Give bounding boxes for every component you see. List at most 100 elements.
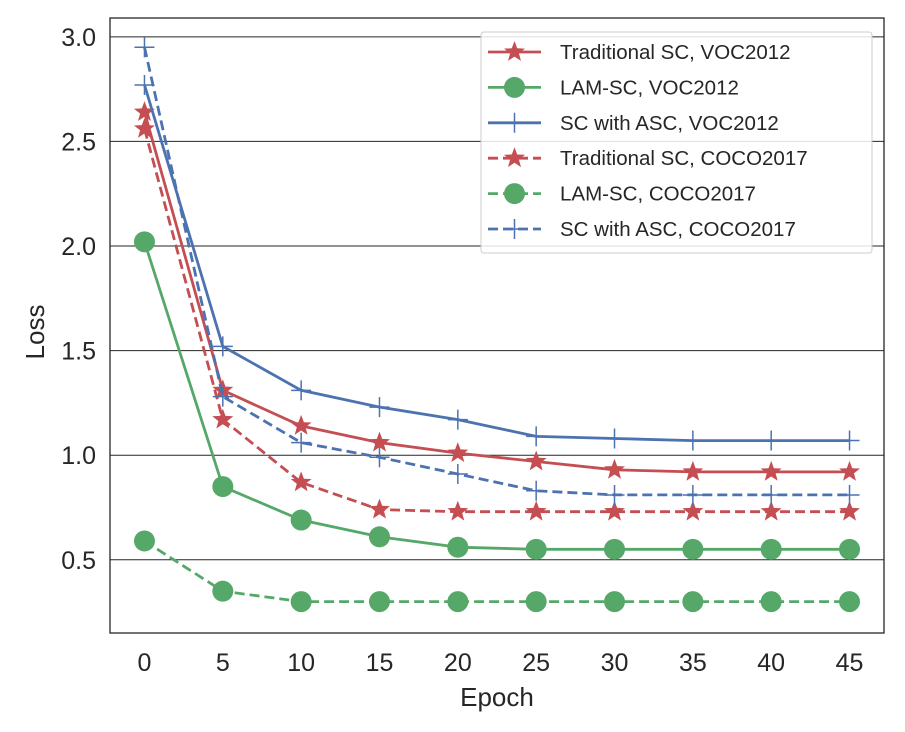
x-tick-label: 45 [836, 649, 864, 677]
star-marker [290, 414, 312, 435]
y-tick-label: 1.5 [61, 338, 96, 366]
y-axis-ticks: 0.5 1.0 1.5 2.0 2.5 3.0 [61, 24, 96, 575]
series-line [143, 84, 850, 443]
legend-label: LAM-SC, VOC2012 [560, 76, 739, 99]
plus-marker [504, 112, 525, 133]
series-line [143, 241, 850, 551]
series-line [143, 111, 850, 474]
plus-marker [839, 484, 860, 505]
x-tick-label: 10 [287, 649, 315, 677]
legend-label: Traditional SC, VOC2012 [560, 41, 791, 64]
circle-marker [368, 591, 390, 613]
legend-label: LAM-SC, COCO2017 [560, 183, 756, 206]
plus-marker [447, 409, 468, 430]
plus-marker [369, 447, 390, 468]
circle-marker [525, 538, 547, 560]
y-tick-label: 1.0 [61, 442, 96, 470]
star-marker [504, 41, 525, 61]
series-sc-with-asc-voc2012 [134, 74, 860, 451]
star-marker [682, 500, 704, 521]
x-tick-label: 35 [679, 649, 707, 677]
circle-marker [839, 538, 861, 560]
circle-marker [504, 183, 525, 205]
circle-marker [682, 538, 704, 560]
circle-marker [368, 526, 390, 548]
x-tick-label: 5 [216, 649, 230, 677]
legend-label: Traditional SC, COCO2017 [560, 147, 808, 170]
plus-marker [526, 426, 547, 447]
series-lam-sc-voc2012 [133, 231, 861, 560]
legend-item: SC with ASC, VOC2012 [488, 112, 779, 135]
plus-marker [604, 428, 625, 449]
circle-marker [212, 476, 234, 498]
circle-marker [447, 536, 469, 558]
legend-box [480, 31, 873, 254]
legend-item: LAM-SC, COCO2017 [488, 183, 756, 206]
series-line [143, 46, 850, 497]
circle-marker [682, 591, 704, 613]
circle-marker [604, 591, 626, 613]
star-marker [134, 101, 155, 121]
circle-marker [504, 76, 525, 98]
series-lam-sc-coco2017 [133, 530, 861, 613]
x-tick-label: 20 [444, 649, 472, 677]
x-tick-label: 0 [138, 649, 152, 677]
circle-marker [525, 591, 547, 613]
plus-marker [761, 430, 782, 451]
circle-marker [133, 231, 155, 253]
plus-marker [526, 480, 547, 501]
star-marker [212, 408, 234, 429]
star-marker [839, 500, 860, 521]
y-tick-label: 2.0 [61, 233, 96, 261]
x-axis-label: Epoch [460, 682, 534, 712]
star-marker [604, 458, 625, 479]
x-tick-label: 30 [601, 649, 629, 677]
plus-marker [134, 74, 155, 95]
legend-label: SC with ASC, COCO2017 [560, 218, 796, 241]
circle-marker [447, 591, 469, 613]
x-tick-label: 25 [522, 649, 550, 677]
plus-marker [134, 37, 155, 58]
star-marker [525, 500, 547, 521]
series-group [133, 37, 861, 613]
plot-frame [109, 17, 885, 634]
plus-marker [212, 386, 233, 407]
legend: Traditional SC, VOC2012 LAM-SC, VOC2012 SC… [480, 31, 873, 254]
star-marker [682, 460, 704, 481]
x-axis-ticks: 0 5 10 15 20 25 30 35 40 45 [138, 649, 864, 677]
star-marker [447, 442, 469, 462]
plus-marker [212, 336, 233, 357]
legend-label: SC with ASC, VOC2012 [560, 112, 779, 135]
plus-marker [504, 219, 525, 239]
star-marker [369, 431, 390, 452]
star-marker [760, 460, 782, 481]
plus-marker [761, 484, 782, 505]
circle-marker [839, 591, 861, 613]
x-tick-label: 15 [366, 649, 394, 677]
y-tick-label: 0.5 [61, 547, 96, 575]
plus-marker [839, 430, 860, 451]
legend-item: Traditional SC, VOC2012 [488, 41, 791, 64]
star-marker [134, 117, 155, 138]
star-marker [369, 498, 390, 519]
series-line [143, 539, 850, 603]
star-marker [604, 500, 625, 521]
star-marker [447, 500, 469, 521]
star-marker [839, 460, 860, 481]
circle-marker [760, 591, 782, 613]
circle-marker [760, 538, 782, 560]
star-marker [504, 147, 525, 168]
star-marker [760, 500, 782, 521]
series-line [143, 128, 850, 514]
series-traditional-sc-coco2017 [134, 117, 860, 521]
x-tick-label: 40 [757, 649, 785, 677]
plus-marker [447, 464, 468, 485]
y-tick-label: 2.5 [61, 128, 96, 156]
series-traditional-sc-voc2012 [134, 101, 860, 481]
y-axis-label: Loss [20, 305, 50, 360]
plus-marker [291, 380, 312, 401]
plus-marker [291, 432, 312, 453]
circle-marker [290, 509, 312, 531]
plus-marker [369, 397, 390, 418]
